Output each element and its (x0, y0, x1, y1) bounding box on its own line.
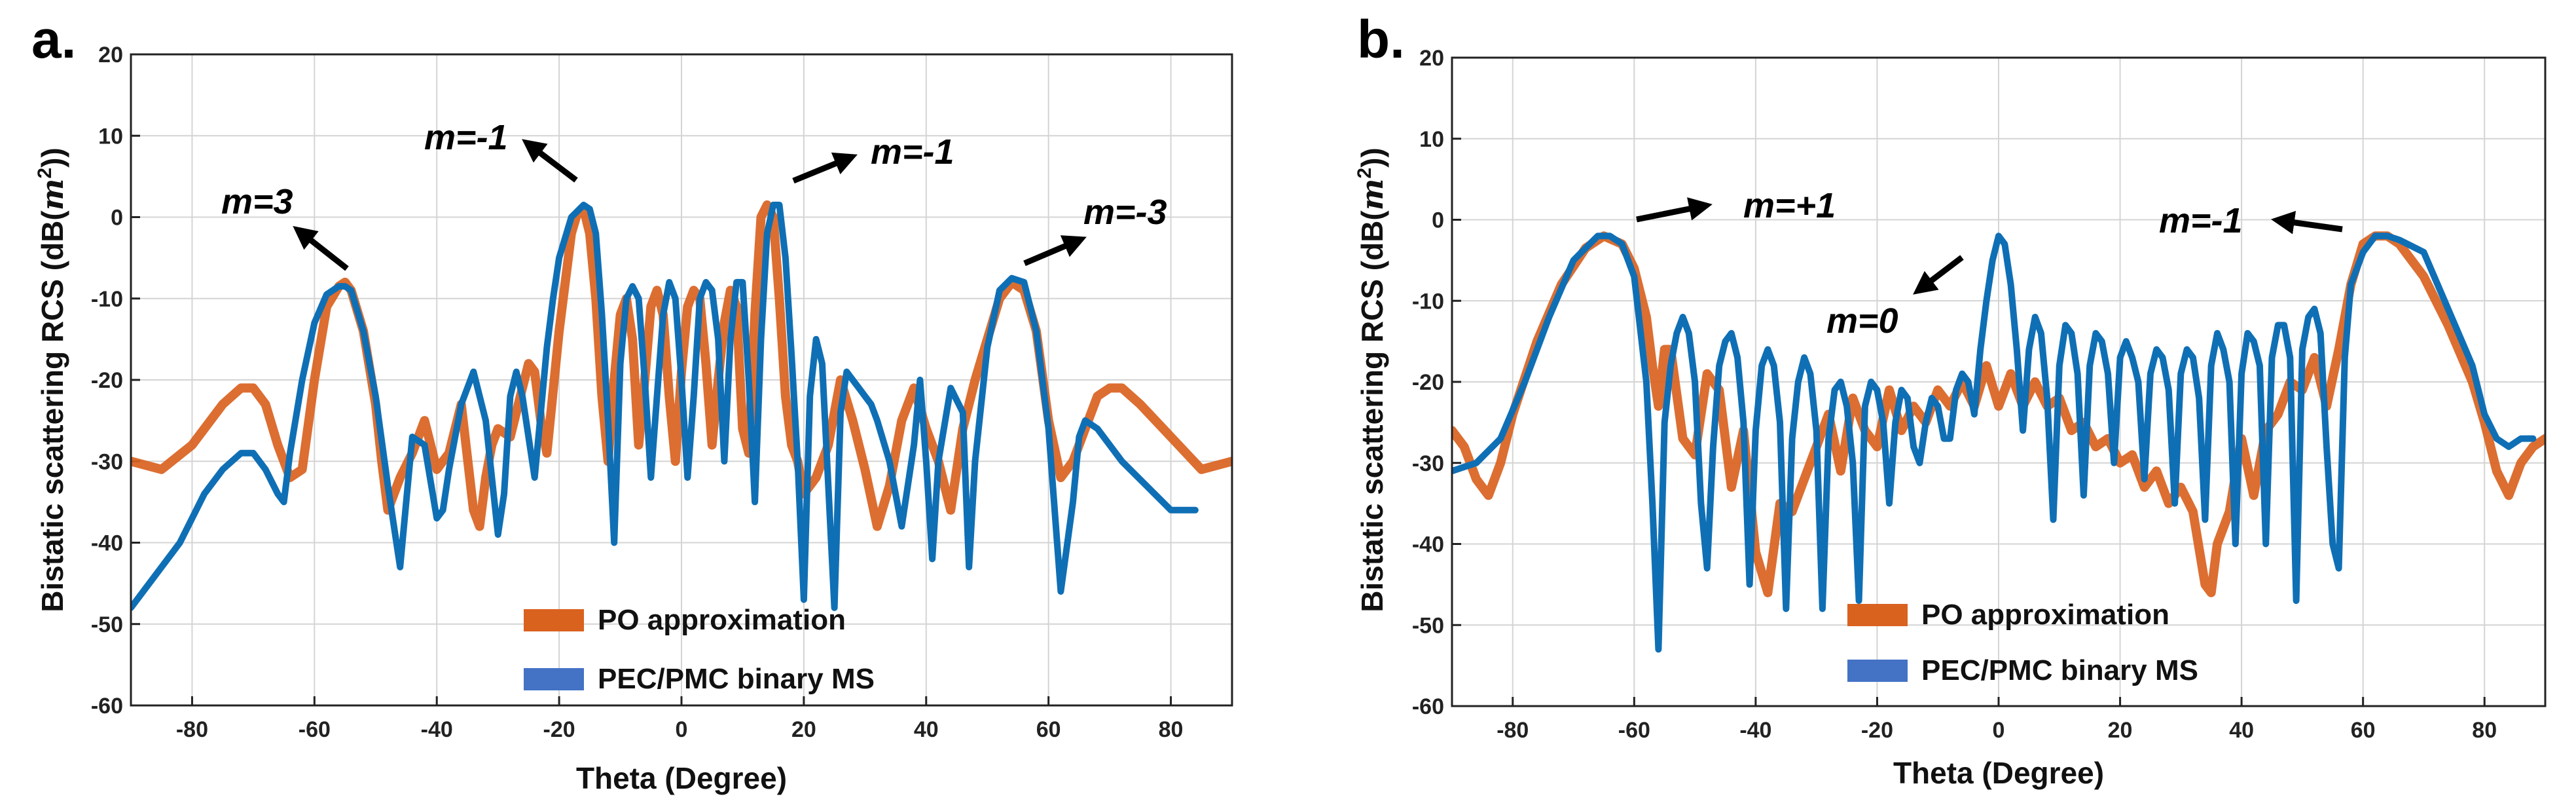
legend-label-a-po: PO approximation (598, 604, 846, 636)
panel-label-b: b. (1357, 10, 1405, 69)
x-tick-labels-a: -80 -60 -40 -20 0 20 40 60 80 (176, 717, 1184, 742)
y-tick-label: 0 (1432, 208, 1444, 233)
x-tick-label: 40 (2229, 718, 2254, 743)
y-tick-label: -60 (1412, 694, 1444, 719)
legend-swatch-b-po (1847, 604, 1908, 626)
annotation-a-m-3: m=-3 (1083, 193, 1167, 232)
annotation-b-m-1: m=-1 (2159, 201, 2243, 240)
plot-frame-a (130, 53, 1233, 707)
y-tick-label: -60 (91, 694, 123, 719)
y-tick-label: -20 (91, 368, 123, 393)
x-tick-label: -40 (1739, 718, 1771, 743)
y-tick-label: -30 (91, 449, 123, 474)
plot-clip-b (1452, 231, 2545, 653)
pec-pmc-binary-ms-line-b (1452, 233, 2537, 653)
legend-label-a-pec: PEC/PMC binary MS (598, 663, 875, 695)
plot-frame-b (1451, 56, 2547, 707)
y-axis-label-a-prefix: Bistatic scattering RCS (dB( (35, 210, 69, 612)
annotation-a-m-1-right: m=-1 (871, 132, 954, 172)
panel-label-a: a. (31, 10, 76, 69)
legend-swatch-b-pec (1847, 660, 1908, 682)
y-tick-label: 0 (111, 206, 123, 231)
arrow-a-m-1-right (792, 152, 858, 184)
x-tick-label: -60 (1618, 718, 1650, 743)
arrow-a-m-1-left (522, 139, 578, 183)
arrow-b-m+1 (1636, 197, 1713, 223)
y-tick-labels-a: 20 10 0 -10 -20 -30 -40 -50 -60 (91, 43, 123, 719)
y-tick-label: 10 (98, 124, 123, 149)
x-tick-label: -80 (176, 717, 208, 742)
y-axis-label-b-var: m (1354, 179, 1390, 211)
arrow-b-m-1 (2270, 210, 2343, 234)
y-axis-label-b-suffix: )) (1355, 147, 1389, 168)
legend-swatch-a-pec (524, 668, 584, 690)
y-tick-label: -50 (1412, 613, 1444, 638)
annotation-b-m0: m=0 (1826, 301, 1898, 341)
x-tick-label: 80 (2472, 718, 2497, 743)
y-axis-label-b: Bistatic scattering RCS (dB(m2)) (1354, 147, 1390, 612)
y-tick-label: -40 (1412, 533, 1444, 557)
x-tick-label: 0 (676, 717, 688, 742)
y-tick-label: -20 (1412, 370, 1444, 395)
arrow-b-m0 (1913, 255, 1964, 295)
y-axis-label-b-sup: 2 (1354, 168, 1375, 179)
annotation-a-m-1-left: m=-1 (424, 118, 508, 157)
legend-swatch-a-po (524, 609, 584, 631)
arrow-a-m-3 (1023, 235, 1087, 267)
y-tick-labels-b: 20 10 0 -10 -20 -30 -40 -50 -60 (1412, 46, 1444, 719)
y-tick-label: -30 (1412, 451, 1444, 476)
x-tick-label: -20 (1861, 718, 1893, 743)
pec-pmc-binary-ms-line-a (131, 201, 1199, 611)
x-axis-label-b: Theta (Degree) (1893, 756, 2104, 790)
x-tick-label: 60 (2351, 718, 2376, 743)
y-axis-label-a-suffix: )) (35, 147, 69, 168)
y-tick-label: -10 (1412, 289, 1444, 314)
x-tick-label: 80 (1159, 717, 1184, 742)
x-tick-label: -60 (299, 717, 331, 742)
annotation-a-m3: m=3 (221, 182, 293, 221)
plot-clip-a (131, 200, 1232, 611)
legend-label-b-pec: PEC/PMC binary MS (1921, 654, 2198, 686)
y-tick-label: 10 (1419, 127, 1444, 152)
chart-panel-a: a. 20 10 0 -10 -20 -30 -40 -50 -60 -80 -60 -40 -20 0… (31, 10, 1233, 795)
y-axis-label-a-sup: 2 (34, 168, 56, 179)
x-tick-label: -80 (1497, 718, 1529, 743)
legend-label-b-po: PO approximation (1921, 599, 2169, 631)
annotation-b-m+1: m=+1 (1743, 186, 1836, 225)
x-tick-label: 40 (914, 717, 939, 742)
y-axis-label-b-prefix: Bistatic scattering RCS (dB( (1355, 210, 1389, 612)
y-tick-label: 20 (1419, 46, 1444, 71)
y-tick-label: -50 (91, 612, 123, 637)
x-tick-label: 60 (1036, 717, 1061, 742)
x-tick-label: 20 (791, 717, 816, 742)
y-tick-label: -40 (91, 531, 123, 556)
chart-panel-b: b. 20 10 0 -10 -20 -30 -40 -50 -60 -80 -60 -40 -20 0… (1354, 10, 2547, 790)
x-axis-label-a: Theta (Degree) (576, 761, 787, 795)
y-tick-label: -10 (91, 287, 123, 312)
x-tick-label: 20 (2108, 718, 2133, 743)
arrow-a-m3 (293, 225, 349, 271)
y-axis-label-a: Bistatic scattering RCS (dB(m2)) (34, 147, 70, 612)
x-tick-label: 0 (1993, 718, 2005, 743)
x-tick-labels-b: -80 -60 -40 -20 0 20 40 60 80 (1497, 718, 2497, 743)
x-tick-label: -20 (543, 717, 575, 742)
x-tick-label: -40 (421, 717, 453, 742)
po-approximation-line-b (1452, 231, 2545, 597)
y-tick-label: 20 (98, 43, 123, 67)
y-axis-label-a-var: m (35, 179, 70, 211)
